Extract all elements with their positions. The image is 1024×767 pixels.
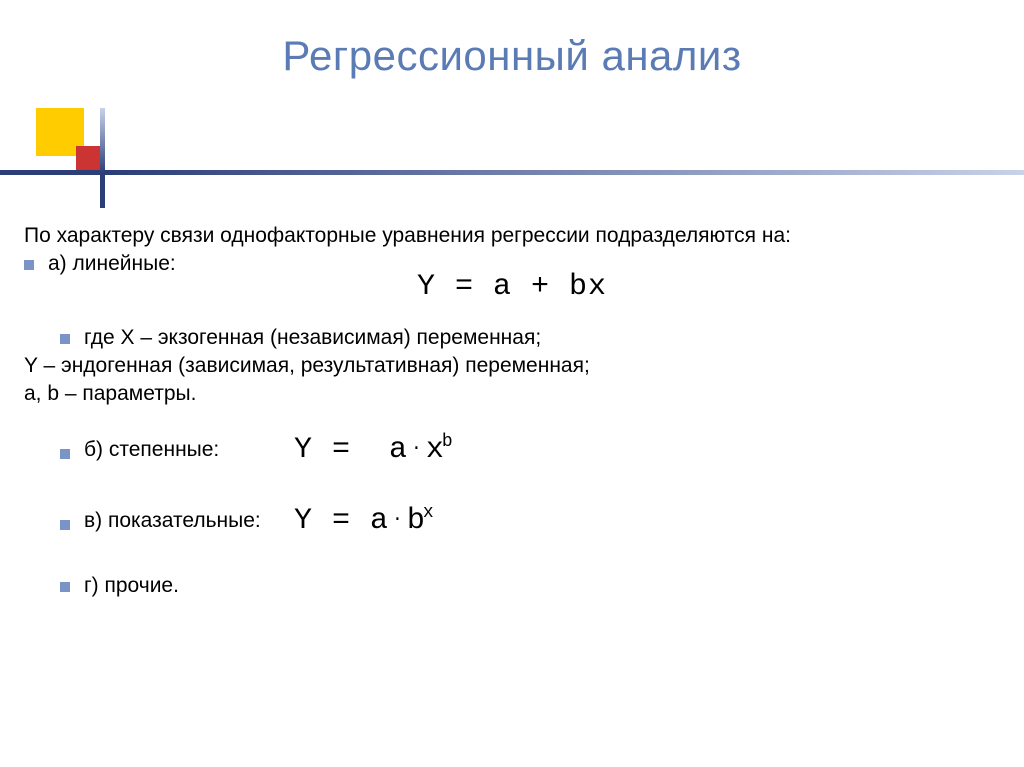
corner-decoration bbox=[0, 108, 180, 208]
formula-exponential: Y = a·bx bbox=[294, 503, 435, 538]
content-area: По характеру связи однофакторные уравнен… bbox=[24, 220, 1000, 602]
item-c-label: в) показательные: bbox=[84, 509, 284, 533]
where-y-text: Y – эндогенная (зависимая, результативна… bbox=[24, 354, 1000, 378]
list-item: г) прочие. bbox=[60, 574, 1000, 598]
bullet-icon bbox=[60, 449, 70, 459]
intro-text: По характеру связи однофакторные уравнен… bbox=[24, 224, 1000, 248]
list-item: в) показательные: Y = a·bx bbox=[60, 503, 1000, 538]
bullet-icon bbox=[60, 334, 70, 344]
formula-linear: Y = a + bx bbox=[417, 270, 607, 304]
item-a-label: а) линейные: bbox=[48, 252, 176, 276]
item-d-label: г) прочие. bbox=[84, 574, 179, 598]
decor-vbar bbox=[100, 108, 105, 208]
bullet-icon bbox=[60, 520, 70, 530]
bullet-icon bbox=[60, 582, 70, 592]
formula-power: Y = a·xb bbox=[294, 432, 454, 467]
page-title: Регрессионный анализ bbox=[0, 0, 1024, 80]
where-x-text: где Х – экзогенная (независимая) перемен… bbox=[84, 326, 541, 350]
bullet-icon bbox=[24, 260, 34, 270]
item-b-label: б) степенные: bbox=[84, 438, 254, 462]
list-item: где Х – экзогенная (независимая) перемен… bbox=[60, 326, 1000, 350]
decor-hbar bbox=[0, 170, 1024, 175]
where-ab-text: a, b – параметры. bbox=[24, 382, 1000, 406]
list-item: б) степенные: Y = a·xb bbox=[60, 432, 1000, 467]
